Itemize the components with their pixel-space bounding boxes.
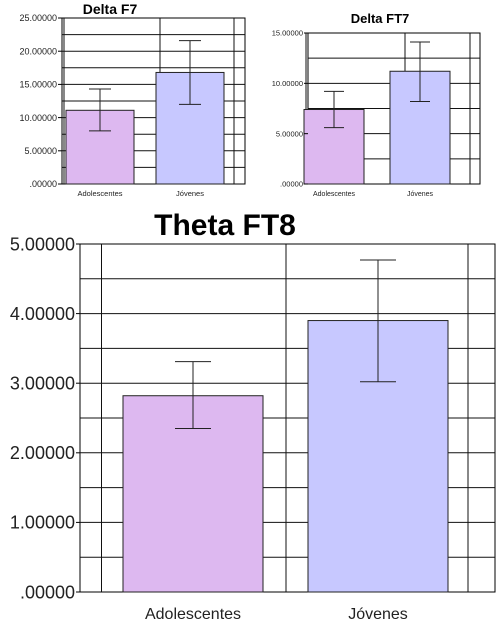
y-tick-label: 5.00000 — [10, 234, 75, 254]
x-category-label: Jóvenes — [348, 606, 408, 623]
y-tick-label: 5.00000 — [24, 146, 57, 156]
y-tick-label: 1.00000 — [10, 513, 75, 533]
y-tick-label: 10.00000 — [272, 79, 303, 88]
y-tick-label: 10.00000 — [19, 113, 57, 123]
y-tick-label: 25.00000 — [19, 13, 57, 23]
y-tick-label: 20.00000 — [19, 46, 57, 56]
chart-title: Theta FT8 — [154, 209, 296, 242]
y-tick-label: 15.00000 — [19, 80, 57, 90]
y-tick-label: 15.00000 — [272, 29, 303, 38]
y-tick-label: 3.00000 — [10, 374, 75, 394]
y-tick-label: 5.00000 — [276, 129, 303, 138]
x-category-label: Adolescentes — [313, 191, 356, 198]
y-tick-label: .00000 — [29, 179, 57, 189]
chart-title: Delta F7 — [83, 1, 138, 17]
chart-delta-ft7: Delta FT7 .00000 5.00000 10.00000 15.00000 Ad… — [272, 11, 481, 198]
x-category-label: Adolescentes — [145, 606, 241, 623]
x-category-label: Jóvenes — [176, 189, 204, 198]
y-tick-label: 4.00000 — [10, 304, 75, 324]
y-tick-label: 2.00000 — [10, 443, 75, 463]
x-category-label: Adolescentes — [77, 189, 122, 198]
y-tick-label: .00000 — [280, 180, 303, 189]
chart-delta-f7: Delta F7 .00000 5.00000 10.00000 15.00000 20.… — [19, 1, 246, 198]
chart-title: Delta FT7 — [351, 11, 410, 26]
chart-theta-ft8: Theta FT8 .00000 1.00000 2.00000 3.00000 4.00… — [10, 209, 496, 623]
y-tick-label: .00000 — [20, 582, 75, 602]
x-category-label: Jóvenes — [407, 191, 434, 198]
